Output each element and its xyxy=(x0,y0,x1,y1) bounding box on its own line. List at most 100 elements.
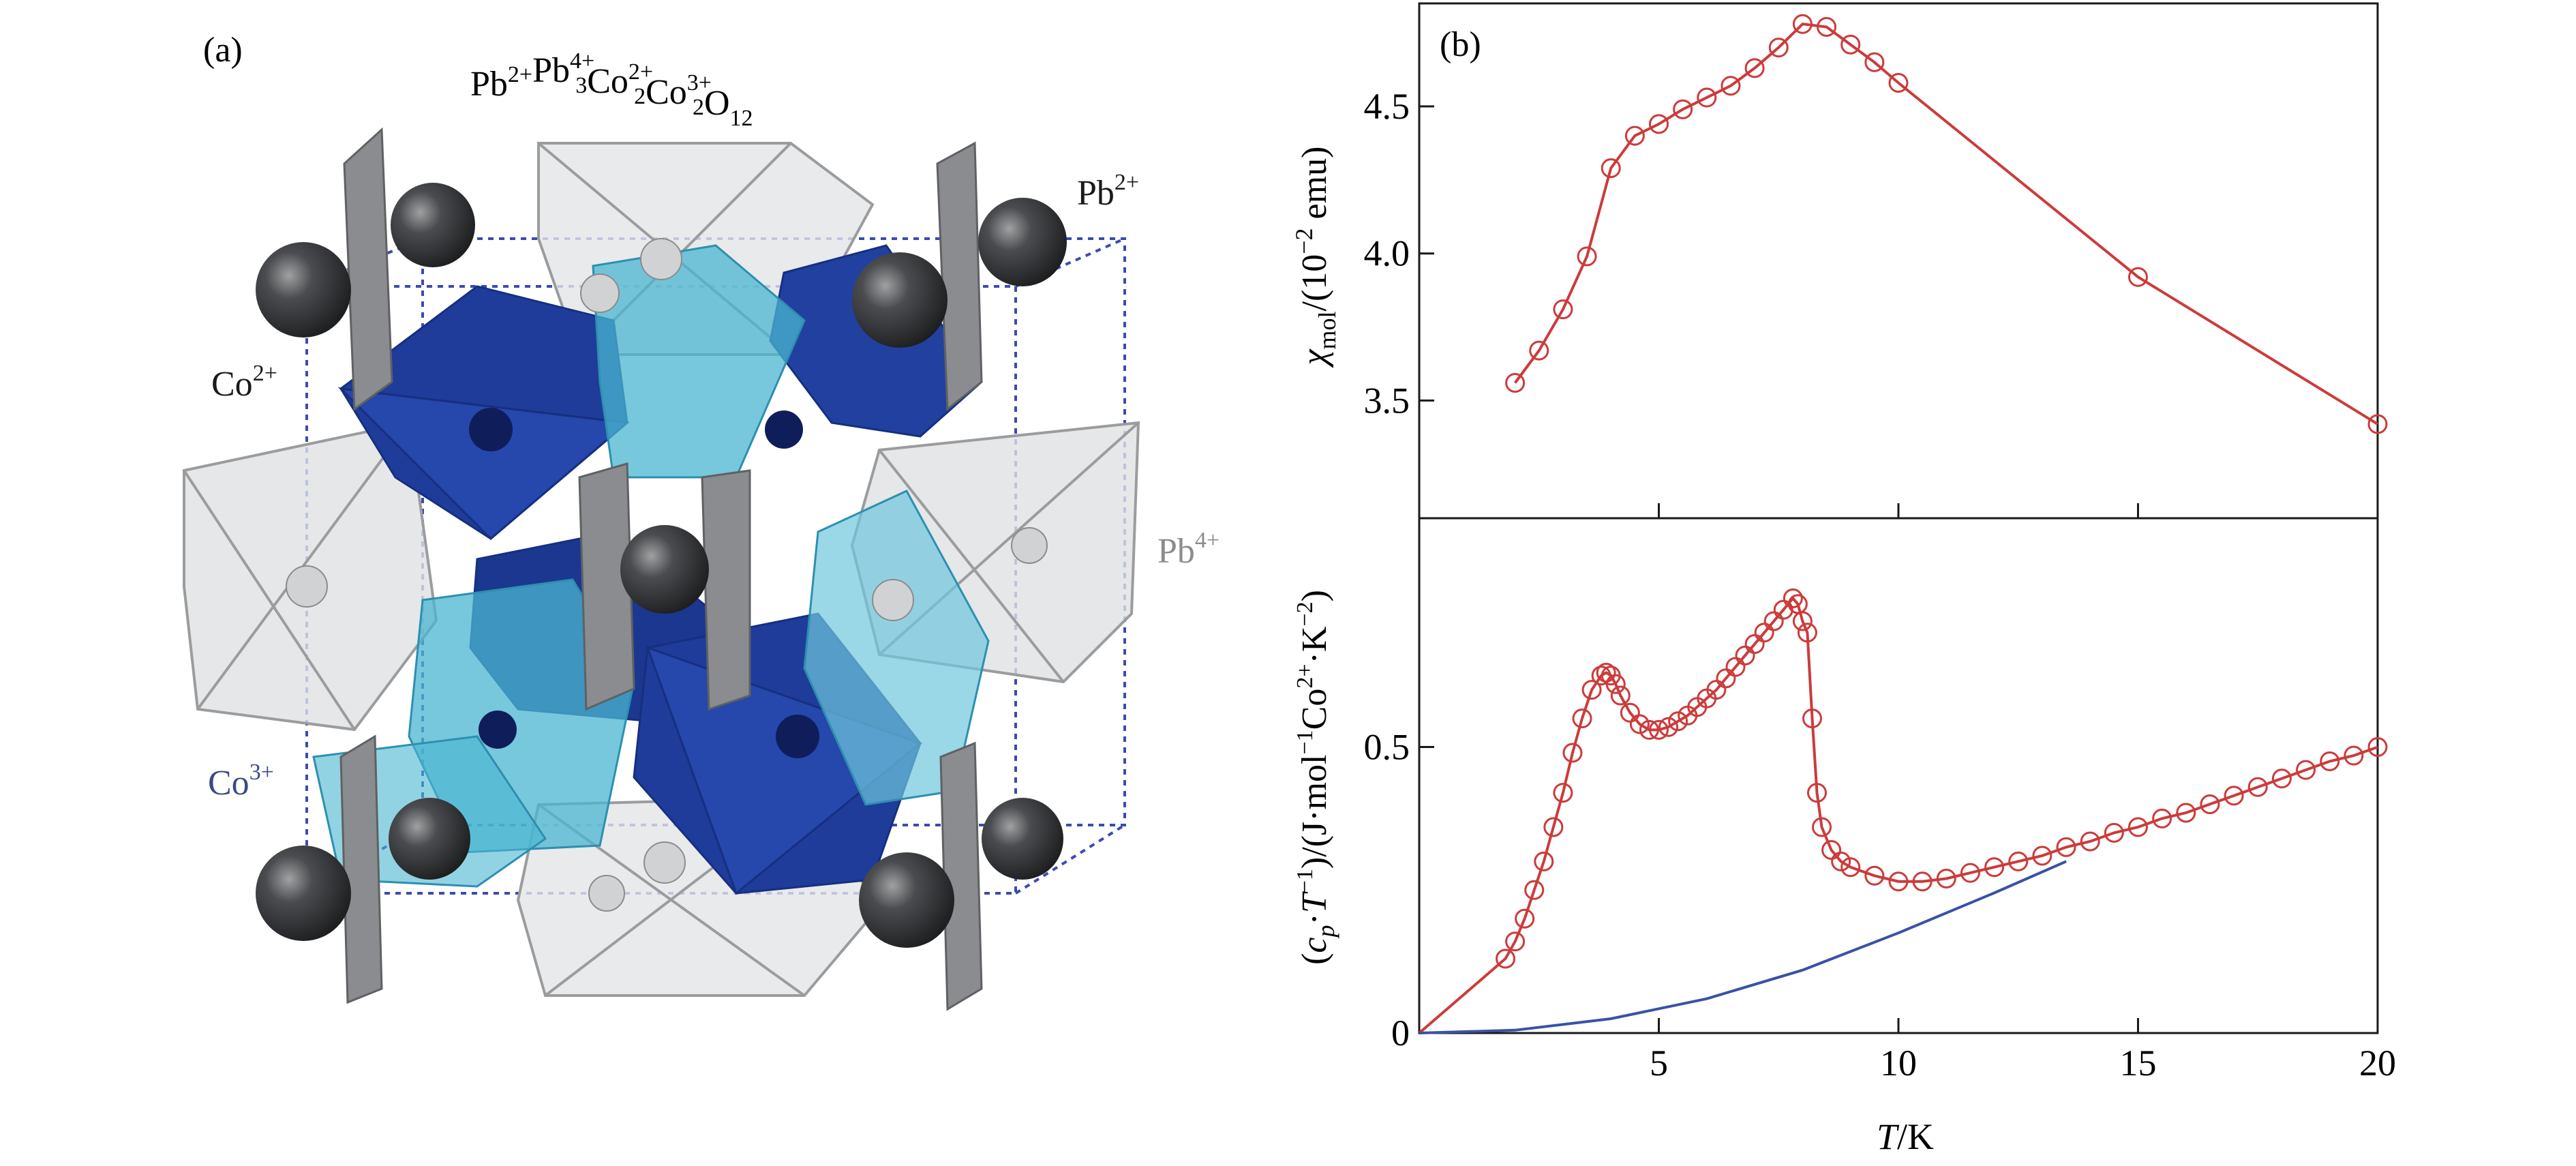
data-point xyxy=(1639,719,1659,740)
data-point xyxy=(1624,125,1645,146)
data-point xyxy=(1515,908,1535,929)
data-point xyxy=(1821,840,1842,861)
data-point xyxy=(1754,623,1774,643)
data-point xyxy=(2176,803,2196,823)
data-panel: (b) 3.5 4.0 4.5 5 10 15 20 0 0.5 T/K χmol/(10−2… xyxy=(1290,2,2397,1157)
y-tick-label: 4.5 xyxy=(1364,86,1410,127)
data-point xyxy=(1601,158,1621,179)
data-point xyxy=(2008,851,2029,871)
data-point xyxy=(1605,674,1626,694)
pb2-atoms xyxy=(256,183,1067,948)
data-point xyxy=(2080,831,2100,852)
data-point xyxy=(1864,52,1885,72)
heat-capacity-series xyxy=(1418,588,2388,1034)
panel-b-label: (b) xyxy=(1440,25,1481,64)
data-point xyxy=(1505,373,1526,393)
co2-label: Co2+ xyxy=(211,361,277,404)
formula-title: Pb2+Pb4+ 3Co2+ 2Co3+ 2O12 xyxy=(470,48,753,131)
susceptibility-plot: 3.5 4.0 4.5 xyxy=(1364,2,2388,520)
data-point xyxy=(1581,680,1602,700)
data-point xyxy=(1496,948,1516,969)
data-point xyxy=(1864,865,1885,886)
data-point xyxy=(1716,668,1736,689)
data-point xyxy=(1735,645,1755,666)
data-point xyxy=(1610,685,1631,706)
data-point xyxy=(1529,340,1549,361)
data-point xyxy=(2271,768,2292,789)
co3-label: Co3+ xyxy=(208,760,274,803)
formula-sup: 3+ xyxy=(687,70,712,95)
data-point xyxy=(2320,751,2340,772)
data-point xyxy=(1591,666,1611,686)
data-point xyxy=(1960,863,1980,883)
data-point xyxy=(1797,623,1817,643)
data-point xyxy=(2128,817,2148,837)
data-point xyxy=(1888,72,1909,93)
x-tick-label: 5 xyxy=(1650,1043,1668,1083)
data-point xyxy=(1725,657,1746,677)
x-tick-label: 15 xyxy=(2120,1043,2157,1083)
data-line xyxy=(1418,596,2378,1034)
data-point xyxy=(1840,34,1861,55)
data-point xyxy=(1668,711,1688,732)
y-tick-label: 0 xyxy=(1391,1013,1410,1053)
data-point xyxy=(1505,931,1526,952)
data-point xyxy=(1744,634,1765,655)
data-point xyxy=(2367,737,2388,758)
pb4-label: Pb4+ xyxy=(1157,528,1219,571)
data-point xyxy=(1577,246,1597,267)
data-point xyxy=(2247,777,2268,797)
data-point xyxy=(2367,414,2388,434)
data-point xyxy=(1673,99,1693,119)
data-point xyxy=(1802,708,1822,729)
x-tick-label: 10 xyxy=(1880,1043,1917,1083)
data-line xyxy=(1513,23,2379,425)
data-point xyxy=(1812,817,1832,837)
y-tick-label: 4.0 xyxy=(1364,233,1410,274)
pb2-label: Pb2+ xyxy=(1077,170,1139,213)
data-point xyxy=(1562,743,1583,763)
data-point xyxy=(1936,869,1956,888)
data-point xyxy=(1553,783,1573,803)
data-point xyxy=(1792,611,1813,631)
data-point xyxy=(1649,719,1669,740)
data-point xyxy=(2296,760,2316,780)
formula-sup: 2+ xyxy=(628,59,653,85)
data-point xyxy=(1629,714,1650,734)
heat-capacity-plot: 5 10 15 20 0 0.5 xyxy=(1364,517,2397,1083)
data-point xyxy=(1543,817,1564,837)
susceptibility-plot-frame xyxy=(1418,2,2379,520)
susceptibility-axes: 3.5 4.0 4.5 xyxy=(1364,86,2379,518)
data-point xyxy=(1744,58,1765,78)
data-point xyxy=(1888,871,1909,892)
heat-capacity-axes: 5 10 15 20 0 0.5 xyxy=(1364,727,2397,1083)
data-point xyxy=(1706,680,1727,700)
pb4-atoms xyxy=(286,238,1048,912)
data-point xyxy=(1524,880,1545,900)
data-point xyxy=(2152,808,2172,828)
data-point xyxy=(2344,745,2364,766)
data-point xyxy=(2032,846,2052,866)
data-point xyxy=(1806,783,1827,803)
data-point xyxy=(2104,822,2124,843)
data-point xyxy=(1553,299,1573,320)
data-point xyxy=(1572,708,1592,729)
data-point xyxy=(2224,786,2244,806)
data-point xyxy=(1984,857,2005,878)
co-atoms xyxy=(469,408,819,758)
data-point xyxy=(2056,837,2076,857)
data-point xyxy=(1817,17,1837,38)
pb2-plates xyxy=(339,127,983,1011)
data-point xyxy=(1783,588,1803,608)
lattice-contribution-line xyxy=(1419,860,2067,1034)
data-point xyxy=(1840,857,1861,878)
data-point xyxy=(2200,794,2220,814)
data-point xyxy=(1596,663,1616,683)
data-point xyxy=(1792,14,1813,34)
data-point xyxy=(1534,851,1554,871)
top-y-axis-label: χmol/(10−2 emu) xyxy=(1290,147,1341,369)
data-point xyxy=(1768,38,1789,58)
data-point xyxy=(1620,702,1640,723)
